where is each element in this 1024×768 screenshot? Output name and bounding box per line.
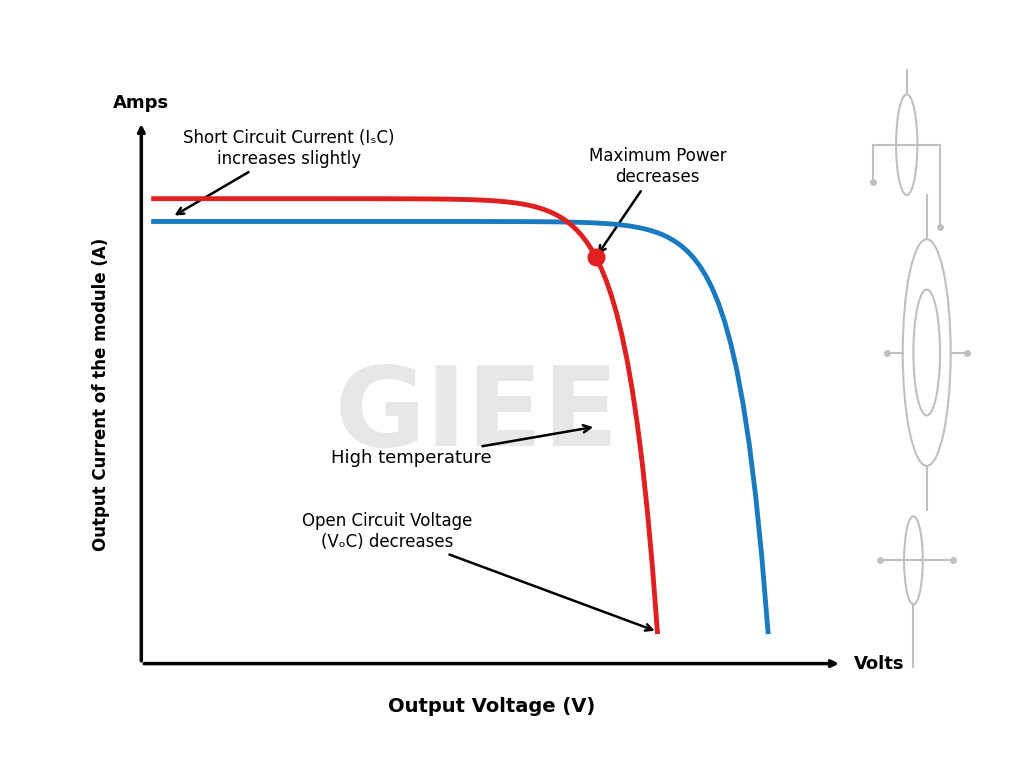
- Text: ©GIEE-All rights reserved: ©GIEE-All rights reserved: [203, 740, 412, 754]
- Text: High temperature: High temperature: [332, 425, 591, 468]
- Text: Temperature Effect on PV Cell: Temperature Effect on PV Cell: [74, 30, 450, 51]
- Text: www.giee.org: www.giee.org: [769, 740, 869, 754]
- Text: Volts: Volts: [854, 654, 904, 673]
- Text: Short Circuit Current (IₛC)
increases slightly: Short Circuit Current (IₛC) increases sl…: [177, 129, 394, 214]
- Text: Output Current of the module (A): Output Current of the module (A): [92, 238, 111, 551]
- Text: THE GLOBAL INSTITUTE OF ELECTRICAL ENGINEERING | GIEE: THE GLOBAL INSTITUTE OF ELECTRICAL ENGIN…: [14, 207, 25, 561]
- Text: Maximum Power
decreases: Maximum Power decreases: [589, 147, 726, 253]
- Text: GIEE: GIEE: [335, 362, 620, 469]
- Text: Output Voltage (V): Output Voltage (V): [388, 697, 595, 717]
- Text: Amps: Amps: [114, 94, 169, 112]
- Text: Open Circuit Voltage
(VₒC) decreases: Open Circuit Voltage (VₒC) decreases: [302, 512, 652, 631]
